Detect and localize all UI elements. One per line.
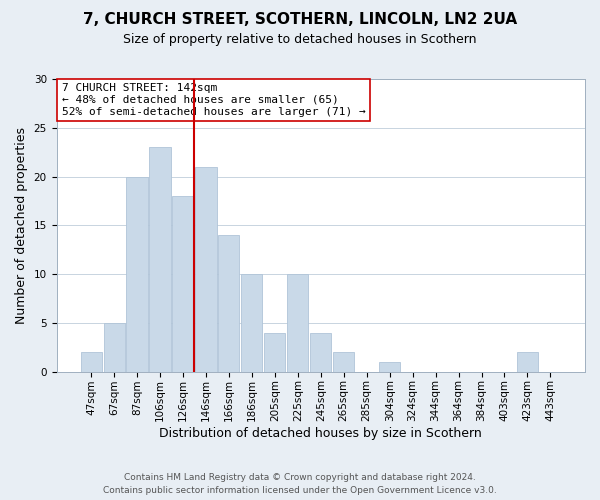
Text: Size of property relative to detached houses in Scothern: Size of property relative to detached ho… — [123, 32, 477, 46]
X-axis label: Distribution of detached houses by size in Scothern: Distribution of detached houses by size … — [160, 427, 482, 440]
Bar — [264, 332, 286, 372]
Bar — [287, 274, 308, 372]
Bar — [517, 352, 538, 372]
Text: 7, CHURCH STREET, SCOTHERN, LINCOLN, LN2 2UA: 7, CHURCH STREET, SCOTHERN, LINCOLN, LN2… — [83, 12, 517, 28]
Bar — [241, 274, 262, 372]
Bar — [149, 148, 170, 372]
Bar — [196, 167, 217, 372]
Bar — [310, 332, 331, 372]
Bar — [379, 362, 400, 372]
Y-axis label: Number of detached properties: Number of detached properties — [15, 127, 28, 324]
Bar — [218, 235, 239, 372]
Bar — [333, 352, 354, 372]
Text: Contains HM Land Registry data © Crown copyright and database right 2024.: Contains HM Land Registry data © Crown c… — [124, 472, 476, 482]
Bar — [104, 323, 125, 372]
Text: 7 CHURCH STREET: 142sqm
← 48% of detached houses are smaller (65)
52% of semi-de: 7 CHURCH STREET: 142sqm ← 48% of detache… — [62, 84, 365, 116]
Bar — [172, 196, 194, 372]
Text: Contains public sector information licensed under the Open Government Licence v3: Contains public sector information licen… — [103, 486, 497, 495]
Bar — [80, 352, 101, 372]
Bar — [127, 176, 148, 372]
